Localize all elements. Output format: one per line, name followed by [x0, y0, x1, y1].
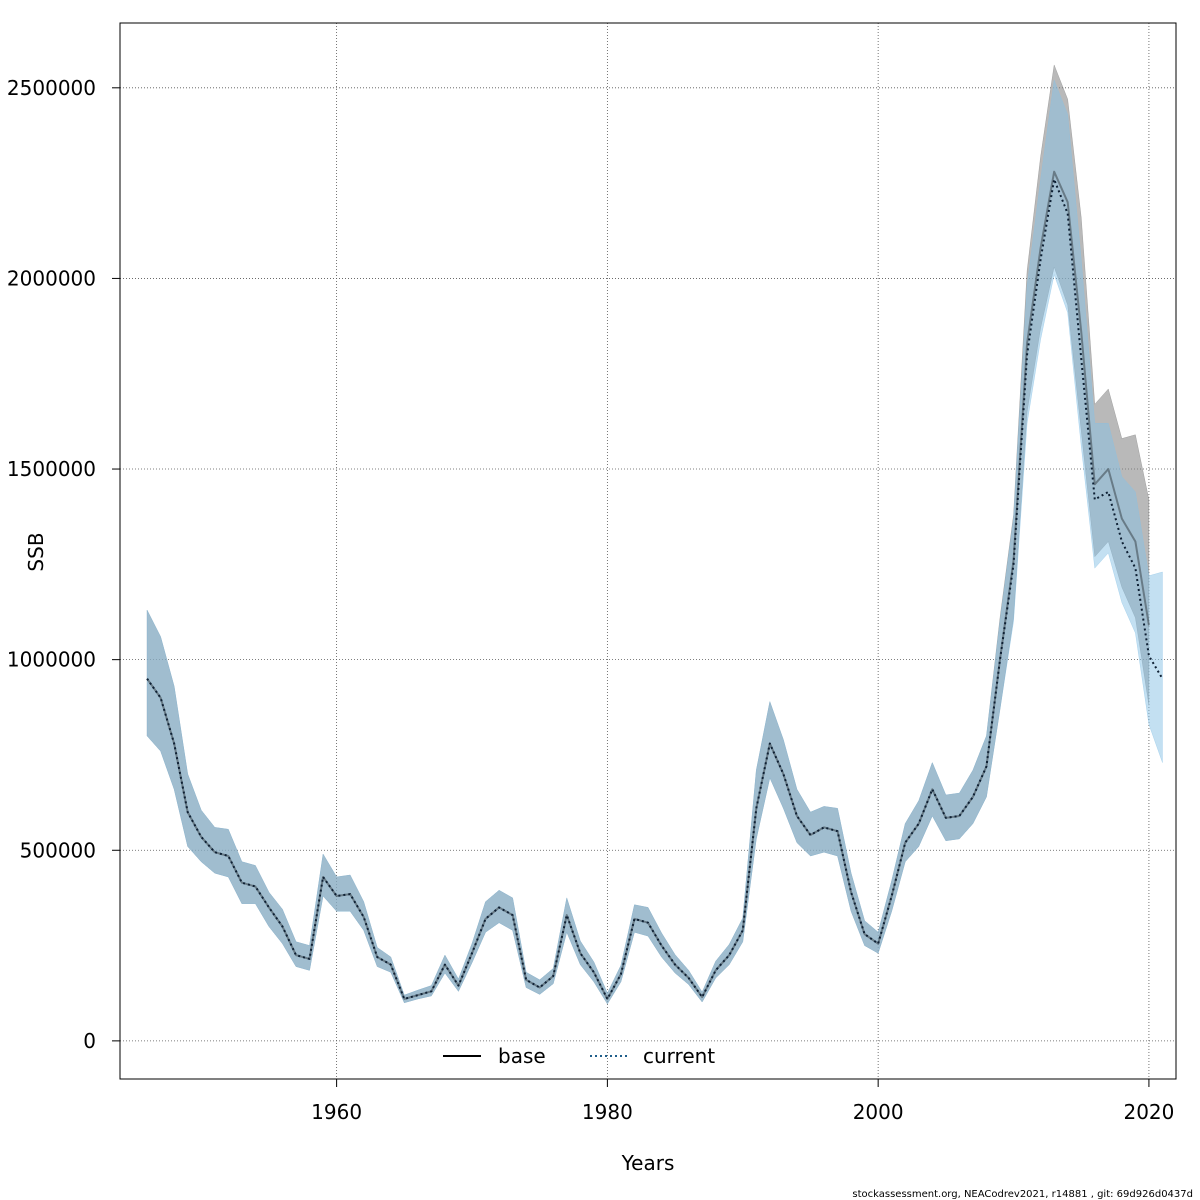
- legend-base-label: base: [498, 1044, 546, 1068]
- legend-current-label: current: [643, 1044, 715, 1068]
- base-series-line: [146, 170, 1150, 1000]
- y-axis-ticks: 0 500000 1000000 1500000 2000000 2500000: [7, 76, 120, 1053]
- y-tick-label-2500000: 2500000: [7, 76, 96, 100]
- y-axis-title: SSB: [24, 532, 48, 571]
- y-tick-label-1000000: 1000000: [7, 648, 96, 672]
- current-confidence-band: [146, 79, 1163, 1005]
- base-confidence-band: [146, 63, 1150, 1005]
- plot-frame: [119, 22, 1177, 1080]
- confidence-bands: [146, 63, 1163, 1005]
- x-axis-title: Years: [621, 1151, 675, 1175]
- y-tick-label-0: 0: [83, 1029, 96, 1053]
- current-series-line: [146, 178, 1164, 1000]
- x-tick-label-2020: 2020: [1123, 1100, 1174, 1124]
- x-tick-label-1960: 1960: [311, 1100, 362, 1124]
- x-axis-ticks: 1960 1980 2000 2020: [311, 1079, 1174, 1124]
- legend: base current: [443, 1044, 715, 1068]
- x-tick-label-1980: 1980: [582, 1100, 633, 1124]
- series-lines: [146, 170, 1164, 1000]
- y-tick-label-2000000: 2000000: [7, 266, 96, 290]
- y-tick-label-1500000: 1500000: [7, 457, 96, 481]
- footer-source: stockassessment.org, NEACodrev2021, r148…: [852, 1189, 1193, 1200]
- y-tick-label-500000: 500000: [20, 838, 96, 862]
- x-tick-label-2000: 2000: [853, 1100, 904, 1124]
